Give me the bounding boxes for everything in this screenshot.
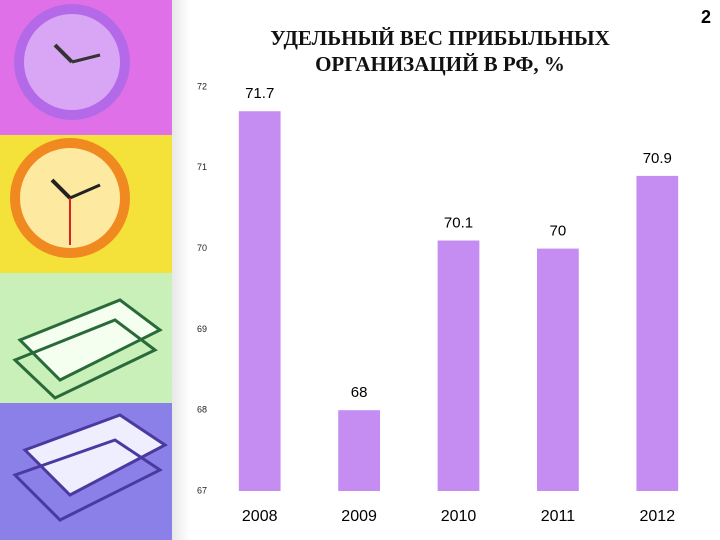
bar	[537, 248, 579, 491]
x-tick-label: 2010	[441, 508, 477, 525]
chart-title: УДЕЛЬНЫЙ ВЕС ПРИБЫЛЬНЫХ	[270, 26, 610, 50]
page-number: 2	[701, 7, 711, 27]
x-tick-label: 2012	[640, 508, 676, 525]
y-tick-label: 69	[197, 324, 207, 334]
y-tick-label: 71	[197, 162, 207, 172]
y-tick-label: 70	[197, 243, 207, 253]
data-label: 71.7	[245, 85, 274, 102]
bar	[437, 240, 480, 491]
y-tick-label: 67	[197, 485, 207, 495]
data-label: 70.1	[444, 214, 473, 231]
x-tick-label: 2011	[541, 508, 576, 525]
data-label: 70.9	[643, 150, 672, 167]
x-tick-label: 2009	[341, 508, 377, 525]
x-tick-label: 2008	[242, 508, 278, 525]
y-tick-label: 72	[197, 81, 207, 91]
bar	[636, 175, 679, 491]
chart-title: ОРГАНИЗАЦИЙ В РФ, %	[315, 52, 565, 76]
data-label: 70	[550, 223, 567, 240]
y-tick-label: 68	[197, 405, 207, 415]
decor-strip	[0, 0, 190, 540]
bar	[238, 111, 281, 492]
bar	[338, 410, 380, 491]
data-label: 68	[351, 384, 368, 401]
